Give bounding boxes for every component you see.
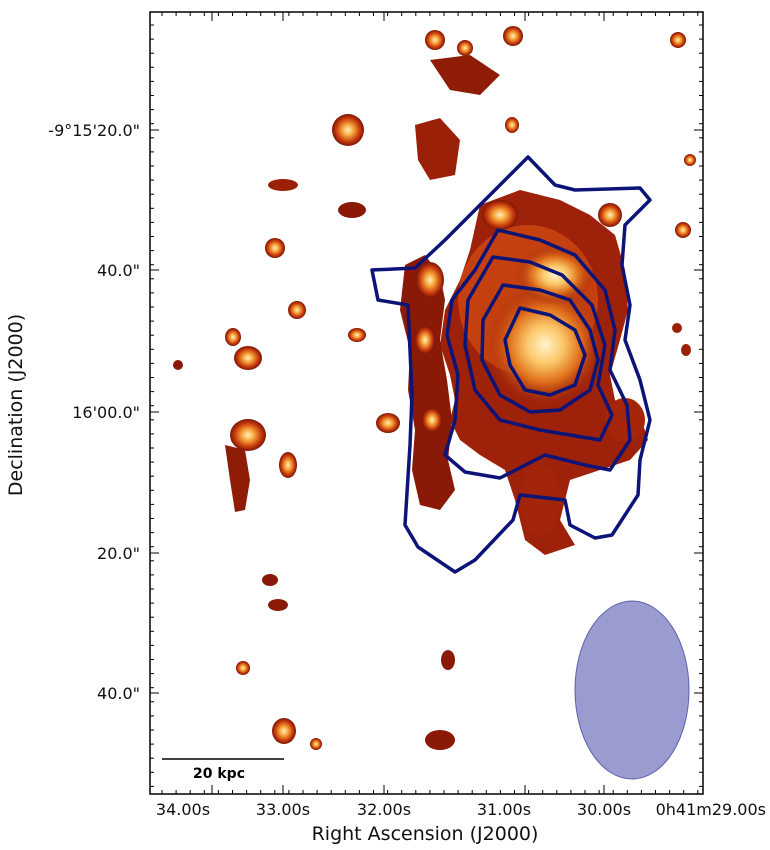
knot-w-14	[268, 599, 288, 611]
y-tick-label: 40.0"	[97, 684, 140, 703]
x-tick-label: 31.00s	[477, 800, 531, 819]
contour-level-1	[370, 155, 652, 574]
contour-level-3	[463, 255, 614, 442]
knot-w-8	[230, 419, 266, 451]
knot-right-2	[675, 222, 691, 238]
knot-e-2	[672, 323, 682, 333]
knot-w-5	[348, 328, 366, 342]
x-tick-label: 33.00s	[256, 800, 310, 819]
emission-arm-glow-3	[422, 408, 442, 432]
emission-arm-glow-1	[416, 262, 444, 298]
axis-ticks	[150, 12, 703, 794]
knot-s-4	[441, 650, 455, 670]
knot-top-1	[425, 30, 445, 50]
emission-knot-top	[482, 200, 518, 230]
x-axis-title: Right Ascension (J2000)	[312, 823, 539, 845]
y-tick-labels: -9°15'20.0" 40.0" 16'00.0" 20.0" 40.0"	[48, 121, 140, 703]
knot-w-4	[234, 346, 262, 370]
x-tick-labels: 34.00s 33.00s 32.00s 31.00s 30.00s 0h41m29.00…	[156, 800, 766, 819]
y-tick-label: -9°15'20.0"	[48, 121, 140, 140]
beam-ellipse	[574, 600, 690, 780]
y-tick-label: 16'00.0"	[72, 403, 140, 422]
y-tick-label: 20.0"	[97, 544, 140, 563]
x-tick-label: 34.00s	[156, 800, 210, 819]
knot-e-1	[681, 344, 691, 356]
emission-arm-glow-2	[415, 326, 435, 354]
emission-upper-patch	[415, 118, 460, 180]
knot-w-12	[338, 202, 366, 218]
contour-level-2	[443, 228, 632, 480]
knot-bright-nw	[332, 114, 364, 146]
knot-w-6	[173, 360, 183, 370]
emission-top-patch	[430, 55, 500, 95]
emission-knot-se	[605, 398, 645, 442]
knot-top-2	[457, 40, 473, 56]
x-tick-label: 0h41m29.00s	[656, 800, 766, 819]
knot-top-5	[505, 117, 519, 133]
knot-w-9	[225, 445, 250, 512]
contour-set	[370, 155, 652, 574]
knot-w-3	[225, 328, 241, 346]
knot-top-3	[503, 26, 523, 46]
knot-s-1	[236, 661, 250, 675]
knot-s-3	[310, 738, 322, 750]
knot-w-2	[288, 301, 306, 319]
emission-knot-south	[520, 465, 560, 535]
knot-w-7	[376, 413, 400, 433]
knot-s-2	[272, 718, 296, 744]
emission-left-arm	[400, 255, 455, 510]
x-tick-label: 32.00s	[357, 800, 411, 819]
contour-level-4	[480, 283, 600, 414]
y-tick-label: 40.0"	[97, 261, 140, 280]
knot-w-11	[268, 179, 298, 191]
knot-w-10	[279, 452, 297, 478]
emission-knot-right	[598, 203, 622, 227]
knot-w-13	[262, 574, 278, 586]
knot-right-1	[684, 154, 696, 166]
x-tick-label: 30.00s	[577, 800, 631, 819]
plot-frame	[149, 11, 704, 795]
scale-bar-label: 20 kpc	[193, 766, 245, 782]
y-axis-title: Declination (J2000)	[5, 314, 27, 496]
contour-level-5	[503, 306, 587, 397]
knot-s-5	[425, 730, 455, 750]
knot-top-4	[670, 32, 686, 48]
knot-w-1	[265, 238, 285, 258]
